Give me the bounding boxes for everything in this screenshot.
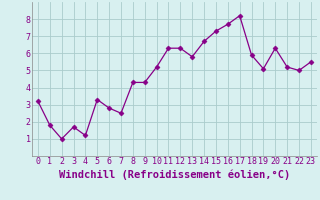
X-axis label: Windchill (Refroidissement éolien,°C): Windchill (Refroidissement éolien,°C) [59,169,290,180]
